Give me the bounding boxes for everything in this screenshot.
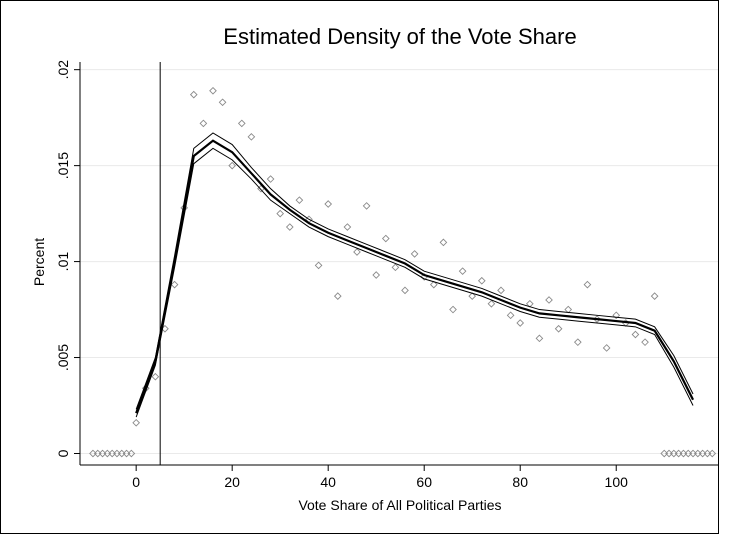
y-tick-label: .02 — [55, 60, 71, 80]
scatter-point — [285, 223, 294, 231]
scatter-point — [429, 280, 438, 289]
y-tick-label: 0 — [55, 449, 71, 457]
scatter-point — [228, 161, 237, 170]
scatter-point — [612, 311, 621, 320]
scatter-point — [132, 418, 141, 427]
scatter-point — [708, 449, 717, 458]
scatter-point — [516, 319, 525, 327]
x-tick-label: 80 — [512, 474, 528, 490]
scatter-point — [276, 209, 285, 218]
scatter-point — [487, 299, 496, 308]
scatter-point — [343, 223, 352, 231]
y-tick-label: .015 — [55, 152, 71, 179]
x-axis-title: Vote Share of All Political Parties — [298, 497, 501, 513]
x-tick-label: 20 — [224, 474, 240, 490]
scatter-point — [545, 296, 553, 304]
y-tick-label: .005 — [55, 344, 71, 371]
scatter-point — [449, 305, 457, 314]
scatter-point — [381, 234, 390, 243]
density-line — [135, 139, 695, 414]
y-axis-title: Percent — [31, 238, 47, 286]
scatter-point — [199, 119, 208, 128]
scatter-point — [410, 250, 419, 258]
scatter-point — [295, 196, 304, 205]
scatter-point — [372, 271, 381, 279]
scatter-point — [641, 338, 649, 347]
scatter-point — [535, 334, 544, 343]
scatter-point — [583, 280, 592, 289]
scatter-point — [353, 248, 361, 256]
scatter-point — [439, 238, 448, 247]
scatter-point — [151, 372, 160, 381]
x-tick-label: 0 — [132, 474, 140, 490]
scatter-point — [247, 133, 256, 141]
scatter-point — [554, 324, 563, 333]
scatter-point — [333, 292, 342, 300]
scatter-point — [497, 286, 505, 295]
scatter-point — [170, 280, 179, 289]
scatter-point — [458, 267, 467, 276]
scatter-point — [650, 292, 659, 300]
scatter-point — [189, 90, 198, 99]
scatter-point — [209, 86, 217, 95]
scatter-point — [602, 344, 611, 352]
scatter-point — [468, 292, 477, 300]
scatter-point — [218, 98, 227, 107]
x-tick-label: 40 — [320, 474, 336, 490]
chart-title: Estimated Density of the Vote Share — [223, 24, 576, 49]
y-tick-label: .01 — [55, 252, 71, 272]
scatter-point — [237, 119, 246, 128]
scatter-point — [477, 276, 486, 285]
scatter-point — [506, 311, 515, 320]
scatter-point — [324, 200, 333, 208]
scatter-point — [127, 449, 136, 458]
scatter-point — [573, 338, 582, 347]
scatter-point — [631, 330, 640, 339]
scatter-point — [266, 175, 275, 183]
scatter-point — [391, 263, 400, 272]
scatter-point — [314, 261, 323, 270]
scatter-point — [401, 286, 409, 295]
x-tick-label: 100 — [605, 474, 629, 490]
x-tick-label: 60 — [416, 474, 432, 490]
scatter-point — [362, 202, 371, 210]
density-line — [135, 147, 694, 418]
density-line — [135, 132, 694, 410]
